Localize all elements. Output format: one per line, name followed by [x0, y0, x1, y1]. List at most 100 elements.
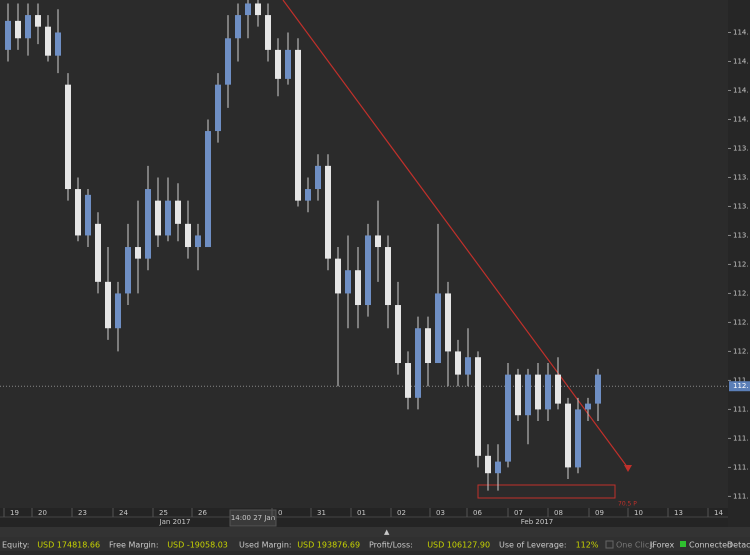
x-tick-label: 09 — [595, 509, 604, 517]
status-label: Equity: — [2, 541, 29, 550]
candle-body — [375, 235, 381, 248]
y-tick-label: 113. — [733, 202, 749, 210]
status-value: USD 106127.90 — [427, 541, 490, 550]
candle-body — [415, 328, 421, 398]
crosshair-label: 14:00 27 Jan — [231, 514, 275, 522]
candle-body — [145, 189, 151, 259]
x-tick-label: 20 — [38, 509, 47, 517]
candle-body — [575, 409, 581, 468]
y-tick-label: 114. — [733, 28, 749, 36]
y-tick-label: 114. — [733, 86, 749, 94]
candle-body — [435, 293, 441, 364]
x-tick-label: 07 — [514, 509, 523, 517]
toolbar — [0, 527, 750, 537]
candle-body — [215, 84, 221, 132]
candle-body — [485, 455, 491, 474]
current-price-label: 112. — [733, 382, 749, 390]
candle-body — [205, 131, 211, 248]
candle-body — [245, 3, 251, 16]
status-value: USD -19058.03 — [167, 541, 228, 550]
candle-body — [175, 200, 181, 224]
candle-body — [305, 189, 311, 201]
x-tick-label: 13 — [674, 509, 683, 517]
candle-body — [35, 15, 41, 27]
candle-body — [15, 20, 21, 39]
x-tick-label: 02 — [397, 509, 406, 517]
candle-body — [5, 20, 11, 50]
candle-body — [45, 26, 51, 56]
x-tick-label: 10 — [634, 509, 643, 517]
candle-body — [395, 305, 401, 364]
status-bar — [0, 537, 750, 551]
y-tick-label: 112. — [733, 347, 749, 355]
x-tick-label: 24 — [119, 509, 128, 517]
candle-body — [75, 189, 81, 236]
status-value: 112% — [576, 541, 599, 550]
candle-body — [135, 247, 141, 259]
one-click-checkbox[interactable] — [605, 540, 614, 549]
candle-body — [125, 247, 131, 294]
candle-body — [195, 235, 201, 248]
candle-body — [475, 357, 481, 456]
candle-body — [545, 374, 551, 410]
y-tick-label: 113. — [733, 231, 749, 239]
candle-body — [235, 15, 241, 39]
status-value: USD 174818.66 — [37, 541, 100, 550]
candle-body — [505, 374, 511, 462]
x-tick-label: 19 — [10, 509, 19, 517]
candle-body — [335, 258, 341, 294]
plot-area — [0, 0, 728, 508]
one-click[interactable]: One Click — [616, 541, 654, 550]
y-tick-label: 112. — [733, 289, 749, 297]
y-tick-label: 111. — [733, 405, 749, 413]
support-box[interactable] — [477, 484, 616, 499]
candle-body — [495, 461, 501, 474]
connection: Connected — [689, 541, 732, 550]
crosshair-box — [229, 509, 277, 527]
candle-body — [275, 49, 281, 79]
y-tick-label: 111. — [733, 492, 749, 500]
candle-body — [515, 374, 521, 416]
candle-body — [185, 223, 191, 248]
x-tick-label: 06 — [473, 509, 482, 517]
x-tick-label: 25 — [159, 509, 168, 517]
expand-icon[interactable]: ▲ — [384, 528, 390, 536]
status-label: Use of Leverage: — [499, 541, 567, 550]
candle-body — [265, 15, 271, 50]
candle-body — [345, 270, 351, 294]
candle-body — [365, 235, 371, 306]
candle-body — [455, 351, 461, 375]
y-tick-label: 112. — [733, 318, 749, 326]
price-axis — [728, 0, 750, 527]
current-price-box — [729, 381, 750, 392]
y-tick-label: 111. — [733, 434, 749, 442]
candle-body — [225, 38, 231, 85]
x-tick-label: 14 — [714, 509, 723, 517]
x-tick-label: 23 — [78, 509, 87, 517]
candle-body — [115, 293, 121, 329]
x-tick-label: 0 — [278, 509, 282, 517]
candle-body — [65, 84, 71, 190]
candle-body — [525, 374, 531, 416]
candle-body — [155, 200, 161, 236]
trend-line[interactable] — [282, 0, 629, 469]
y-tick-label: 114. — [733, 57, 749, 65]
y-tick-label: 111. — [733, 376, 749, 384]
month-label: Feb 2017 — [521, 518, 553, 526]
candle-body — [285, 49, 291, 79]
annotation: 70.5 P — [618, 501, 637, 508]
candle-body — [95, 223, 101, 282]
status-label: Used Margin: — [239, 541, 292, 550]
candle-body — [425, 328, 431, 364]
y-tick-label: 112. — [733, 260, 749, 268]
detach[interactable]: Detache — [727, 541, 750, 550]
trend-line-end — [624, 465, 632, 472]
candle-body — [315, 165, 321, 190]
candle-body — [255, 3, 261, 16]
candle-body — [565, 403, 571, 468]
candle-body — [325, 165, 331, 259]
x-tick-label: 01 — [357, 509, 366, 517]
candle-body — [385, 247, 391, 306]
